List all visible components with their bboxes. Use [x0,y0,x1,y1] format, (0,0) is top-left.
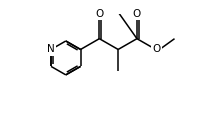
Text: O: O [133,9,141,19]
Text: O: O [95,9,103,19]
Text: N: N [47,44,55,54]
Text: O: O [152,44,161,54]
